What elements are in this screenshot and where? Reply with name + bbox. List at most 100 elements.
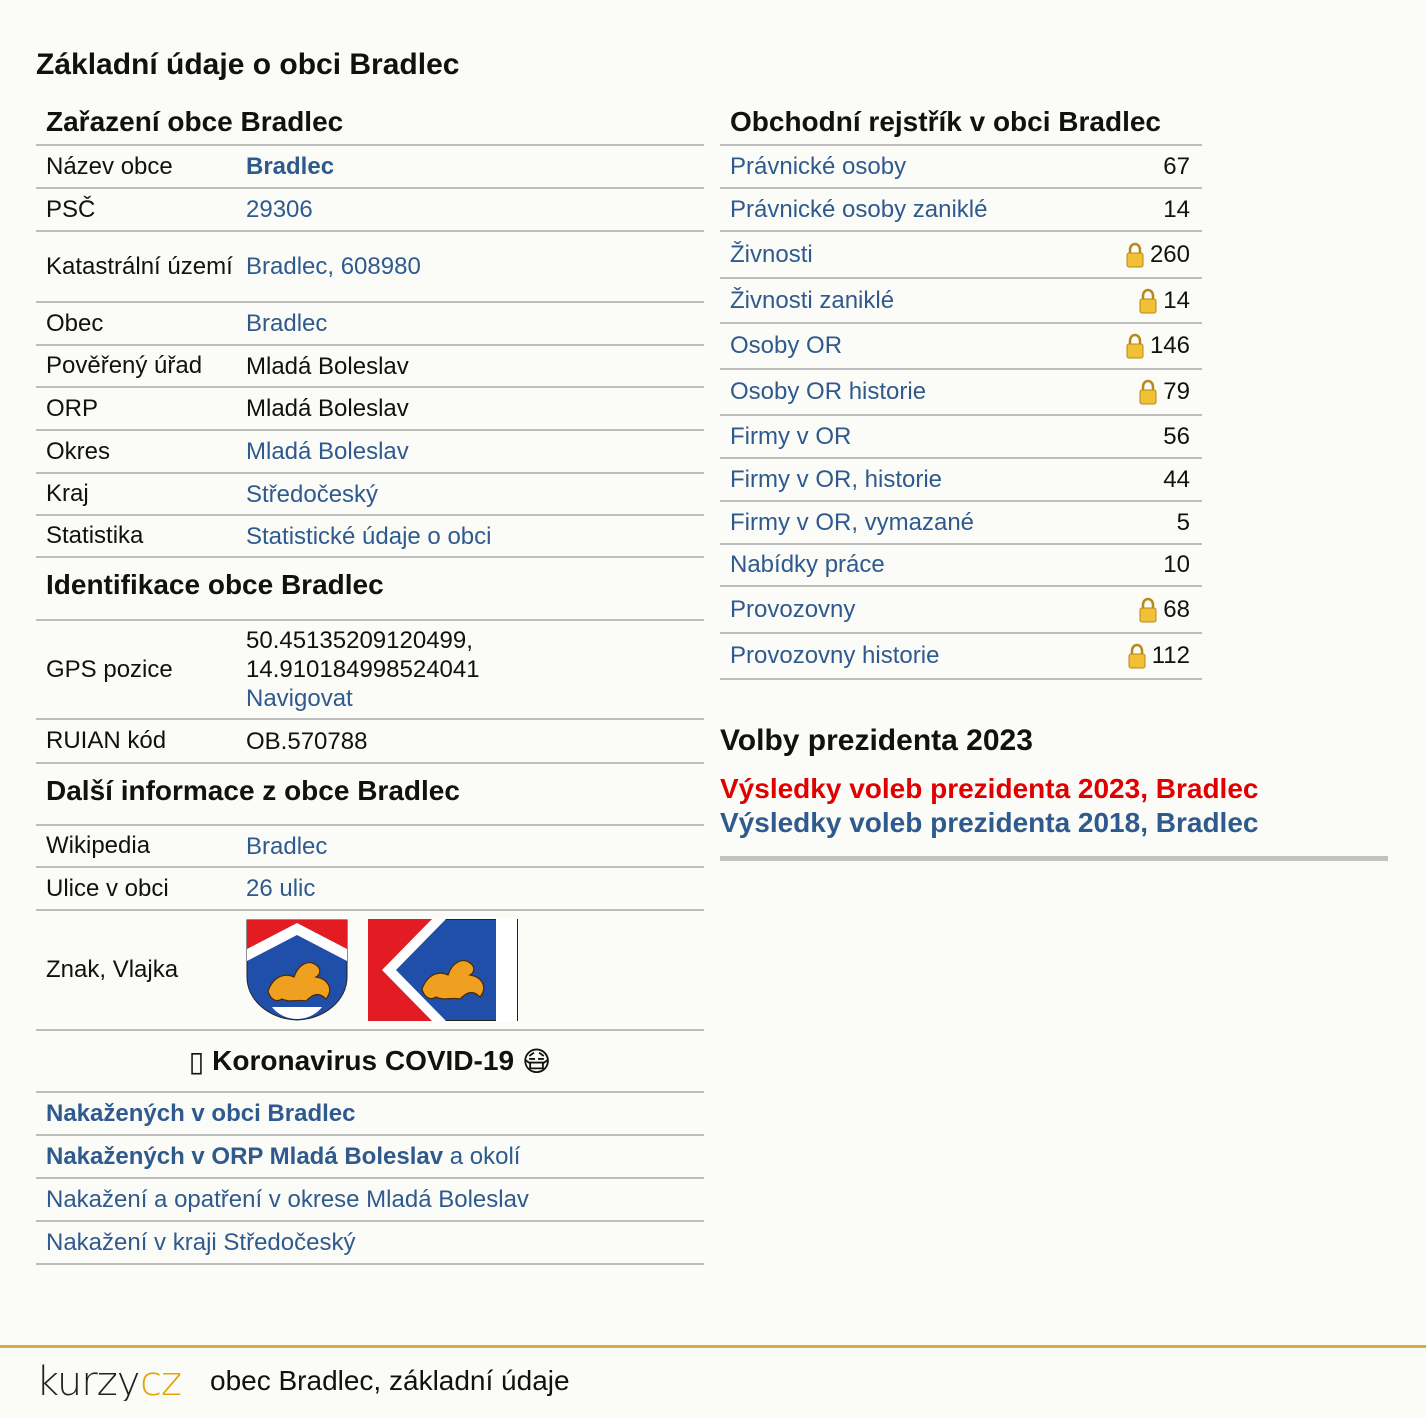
row-ulice: Ulice v obci 26 ulic: [36, 868, 704, 911]
navigovat-link[interactable]: Navigovat: [246, 685, 353, 712]
rejstrik-count: 146: [1149, 332, 1190, 359]
section-heading-dalsi: Další informace z obce Bradlec: [36, 764, 704, 826]
section-heading-identifikace: Identifikace obce Bradlec: [36, 558, 704, 621]
covid-heading: ▯ Koronavirus COVID-19 😷: [36, 1031, 704, 1093]
lock-icon: [1126, 242, 1144, 267]
row-wikipedia: Wikipedia Bradlec: [36, 826, 704, 868]
row-label: Okres: [46, 437, 111, 465]
rejstrik-count-cell: 44: [1163, 466, 1190, 494]
gps-value: 50.45135209120499, 14.910184998524041 Na…: [246, 626, 704, 713]
rejstrik-count: 56: [1163, 422, 1190, 450]
lock-icon: [1139, 288, 1157, 313]
covid-link-orp[interactable]: Nakažených v ORP Mladá Boleslav: [46, 1142, 444, 1170]
footer: kurzy cz obec Bradlec, základní údaje: [36, 1356, 570, 1406]
rejstrik-row: Nabídky práce 10: [720, 545, 1202, 587]
rejstrik-link[interactable]: Provozovny: [730, 595, 856, 623]
row-label: Wikipedia: [46, 832, 151, 859]
rejstrik-count-cell: 260: [1126, 241, 1190, 269]
kurzy-logo[interactable]: kurzy cz: [36, 1361, 190, 1401]
row-label: Znak, Vlajka: [46, 956, 179, 983]
row-label: Pověřený úřad: [46, 352, 203, 379]
obchodni-rejstrik-table: Obchodní rejstřík v obci Bradlec Právnic…: [720, 96, 1202, 680]
row-katastralni-uzemi: Katastrální území Bradlec, 608980: [36, 232, 704, 303]
lock-icon: [1126, 333, 1144, 359]
row-znak-vlajka: Znak, Vlajka: [36, 911, 704, 1031]
lock-icon: [1128, 643, 1146, 669]
row-label: ORP: [46, 394, 99, 422]
volby-2023-link[interactable]: Výsledky voleb prezidenta 2023, Bradlec: [720, 773, 1259, 804]
divider: [720, 856, 1388, 861]
volby-links: Výsledky voleb prezidenta 2023, Bradlec …: [720, 772, 1390, 840]
mask-face-icon: 😷: [522, 1045, 552, 1077]
page-title: Základní údaje o obci Bradlec: [36, 48, 460, 81]
rejstrik-count-cell: 56: [1163, 423, 1190, 451]
rejstrik-count-cell: 14: [1163, 196, 1190, 224]
link-psc[interactable]: 29306: [246, 196, 313, 223]
covid-row-orp: Nakažených v ORP Mladá Boleslav a okolí: [36, 1136, 704, 1179]
row-label: PSČ: [46, 195, 96, 223]
rejstrik-link[interactable]: Živnosti zaniklé: [730, 286, 895, 314]
row-povereny-urad: Pověřený úřad Mladá Boleslav: [36, 346, 704, 388]
link-okres[interactable]: Mladá Boleslav: [246, 438, 409, 465]
covid-link-orp-okoli[interactable]: a okolí: [443, 1142, 521, 1170]
row-label: GPS pozice: [46, 655, 173, 683]
row-nazev-obce: Název obce Bradlec: [36, 146, 704, 189]
row-gps-pozice: GPS pozice 50.45135209120499, 14.9101849…: [36, 621, 704, 720]
covid-link-obec[interactable]: Nakažených v obci Bradlec: [46, 1099, 356, 1127]
rejstrik-count: 44: [1163, 465, 1190, 493]
volby-heading: Volby prezidenta 2023: [720, 724, 1033, 757]
covid-heading-text: Koronavirus COVID-19: [212, 1045, 515, 1076]
rejstrik-count-cell: 68: [1139, 596, 1190, 624]
znak-vlajka-images: [246, 919, 704, 1021]
link-ulice[interactable]: 26 ulic: [246, 875, 316, 902]
link-nazev-obce[interactable]: Bradlec: [246, 153, 335, 180]
flag-image[interactable]: [368, 919, 518, 1021]
lock-icon: [1139, 379, 1157, 405]
row-label: Obec: [46, 309, 104, 337]
row-ruian: RUIAN kód OB.570788: [36, 720, 704, 764]
rejstrik-link[interactable]: Firmy v OR, historie: [730, 465, 943, 493]
row-label: Statistika: [46, 522, 144, 549]
link-kraj[interactable]: Středočeský: [246, 480, 379, 508]
link-obec[interactable]: Bradlec: [246, 310, 328, 337]
rejstrik-count-cell: 146: [1126, 332, 1190, 360]
rejstrik-link[interactable]: Nabídky práce: [730, 551, 885, 578]
rejstrik-row: Firmy v OR 56: [720, 416, 1202, 459]
rejstrik-link[interactable]: Osoby OR: [730, 332, 843, 359]
footer-divider: [0, 1345, 1426, 1348]
gps-lat: 50.45135209120499,: [246, 627, 473, 654]
rejstrik-row: Firmy v OR, historie 44: [720, 459, 1202, 502]
rejstrik-link[interactable]: Živnosti: [730, 240, 813, 268]
rejstrik-link[interactable]: Firmy v OR, vymazané: [730, 508, 975, 536]
coat-of-arms-image[interactable]: [246, 919, 348, 1021]
rejstrik-row: Živnosti zaniklé 14: [720, 279, 1202, 324]
rejstrik-row: Právnické osoby zaniklé 14: [720, 189, 1202, 232]
row-label: Ulice v obci: [46, 874, 169, 902]
right-column: Obchodní rejstřík v obci Bradlec Právnic…: [720, 96, 1390, 861]
row-psc: PSČ 29306: [36, 189, 704, 232]
rejstrik-row: Právnické osoby 67: [720, 146, 1202, 189]
rejstrik-count: 68: [1163, 595, 1190, 623]
rejstrik-link[interactable]: Firmy v OR: [730, 422, 852, 450]
rejstrik-link[interactable]: Provozovny historie: [730, 642, 940, 669]
volby-2018-link[interactable]: Výsledky voleb prezidenta 2018, Bradlec: [720, 807, 1259, 838]
covid-link-kraj[interactable]: Nakažení v kraji Středočeský: [46, 1228, 356, 1256]
rejstrik-count: 67: [1163, 152, 1190, 180]
rejstrik-link[interactable]: Právnické osoby zaniklé: [730, 195, 988, 223]
row-statistika: Statistika Statistické údaje o obci: [36, 516, 704, 558]
rejstrik-link[interactable]: Osoby OR historie: [730, 378, 927, 405]
lock-icon: [1139, 597, 1157, 622]
rejstrik-count-cell: 67: [1163, 153, 1190, 181]
covid-row-obec: Nakažených v obci Bradlec: [36, 1093, 704, 1136]
rejstrik-link[interactable]: Právnické osoby: [730, 152, 907, 180]
covid-link-okres[interactable]: Nakažení a opatření v okrese Mladá Boles…: [46, 1185, 529, 1213]
link-katastralni-uzemi[interactable]: Bradlec, 608980: [246, 253, 421, 280]
rejstrik-count-cell: 79: [1139, 378, 1190, 406]
rejstrik-count: 5: [1176, 508, 1190, 536]
rejstrik-row: Provozovny 68: [720, 587, 1202, 634]
rejstrik-count: 10: [1163, 551, 1190, 578]
link-statistika[interactable]: Statistické údaje o obci: [246, 522, 492, 550]
ruian-value: OB.570788: [246, 727, 368, 755]
rejstrik-count: 260: [1149, 240, 1190, 268]
link-wikipedia[interactable]: Bradlec: [246, 832, 328, 860]
